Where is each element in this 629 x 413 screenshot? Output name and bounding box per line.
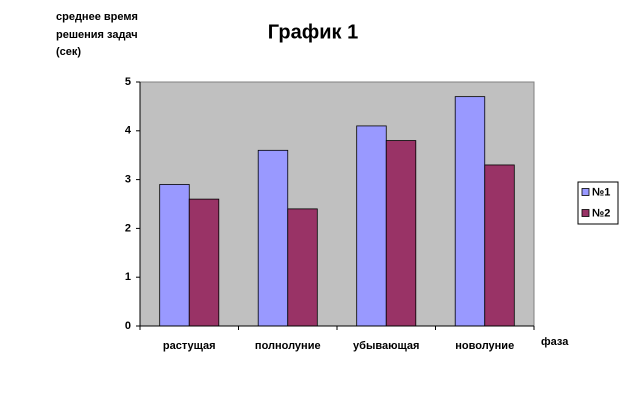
y-tick-label: 0: [125, 320, 131, 332]
y-axis-label: решения задач: [56, 29, 138, 41]
y-tick-label: 5: [125, 76, 131, 88]
bar: [287, 208, 318, 327]
legend-label: №1: [592, 186, 610, 198]
bar: [188, 198, 220, 327]
bar: [257, 149, 289, 327]
y-tick-label: 4: [125, 125, 132, 137]
y-tick-label: 3: [125, 174, 131, 186]
y-tick-label: 2: [125, 222, 131, 234]
x-tick-label: растущая: [163, 340, 216, 352]
legend-label: №2: [592, 207, 610, 219]
y-axis-label: среднее время: [56, 11, 138, 23]
y-tick-label: 1: [125, 271, 131, 283]
bar: [454, 96, 486, 327]
chart-title: График 1: [268, 21, 358, 43]
y-axis-label: (сек): [56, 46, 81, 58]
x-tick-label: полнолуние: [255, 340, 321, 352]
bar: [484, 164, 515, 327]
legend-swatch: [581, 188, 590, 196]
bar: [356, 125, 387, 327]
legend-swatch: [581, 209, 590, 217]
bar: [385, 140, 417, 327]
x-tick-label: новолуние: [455, 340, 514, 352]
x-axis-label: фаза: [541, 336, 569, 348]
x-tick-label: убывающая: [353, 340, 419, 352]
bar: [159, 184, 190, 327]
